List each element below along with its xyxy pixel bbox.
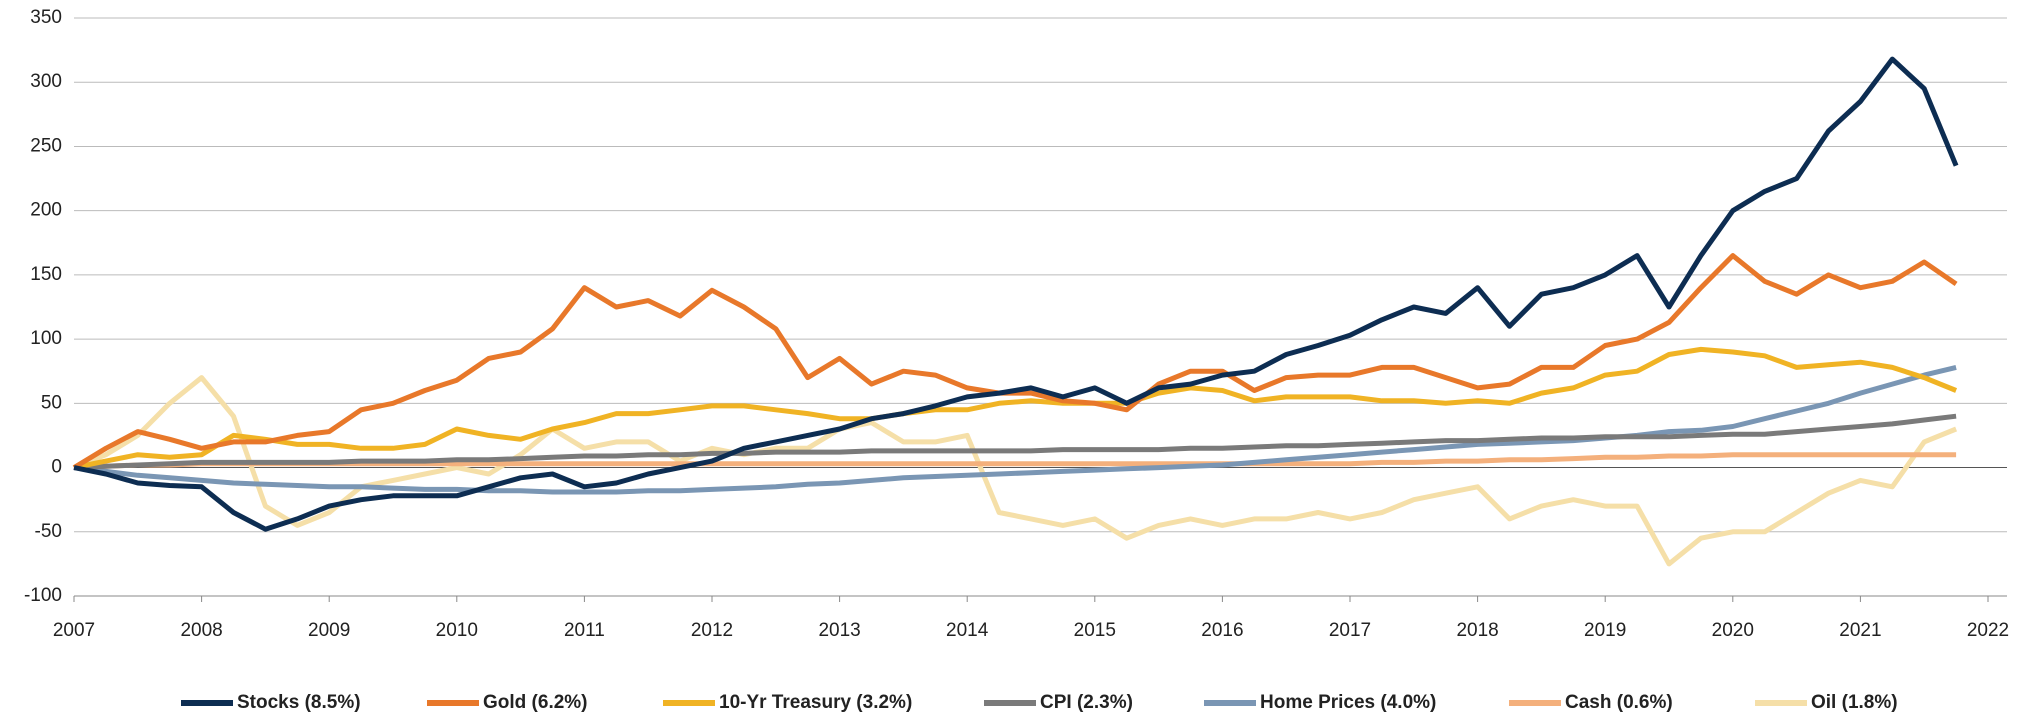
legend-label: Cash (0.6%)	[1565, 692, 1673, 713]
x-tick-label: 2022	[1967, 620, 2009, 641]
x-tick-label: 2017	[1329, 620, 1371, 641]
x-tick-label: 2016	[1201, 620, 1243, 641]
y-tick-label: -100	[24, 585, 62, 606]
y-tick-label: 100	[30, 328, 62, 349]
series-line	[73, 346, 1958, 471]
y-tick-label: 350	[30, 7, 62, 28]
x-tick-label: 2010	[436, 620, 478, 641]
x-tick-label: 2015	[1074, 620, 1116, 641]
x-tick-label: 2014	[946, 620, 989, 641]
legend-label: Home Prices (4.0%)	[1260, 692, 1436, 713]
x-tick-label: 2007	[53, 620, 95, 641]
x-tick-label: 2018	[1456, 620, 1498, 641]
series-line	[73, 413, 1957, 471]
legend-label: Gold (6.2%)	[483, 692, 588, 713]
x-tick-label: 2013	[818, 620, 860, 641]
y-tick-label: 250	[30, 135, 62, 156]
legend-label: 10-Yr Treasury (3.2%)	[719, 692, 912, 713]
x-tick-label: 2012	[691, 620, 733, 641]
y-tick-label: 200	[30, 200, 62, 221]
legend-label: Oil (1.8%)	[1811, 692, 1898, 713]
series-line	[73, 56, 1959, 532]
legend-label: CPI (2.3%)	[1040, 692, 1133, 713]
series-line	[73, 364, 1957, 495]
x-tick-label: 2020	[1712, 620, 1754, 641]
y-tick-label: 50	[41, 392, 62, 413]
x-tick-label: 2009	[308, 620, 350, 641]
x-tick-label: 2019	[1584, 620, 1626, 641]
series-line	[73, 452, 1957, 471]
y-tick-label: 150	[30, 264, 62, 285]
y-tick-label: 0	[51, 457, 62, 478]
x-tick-label: 2011	[564, 620, 605, 641]
series-line	[73, 375, 1958, 567]
legend-label: Stocks (8.5%)	[237, 692, 361, 713]
x-tick-label: 2021	[1839, 620, 1881, 641]
y-tick-label: -50	[35, 521, 62, 542]
x-tick-label: 2008	[180, 620, 222, 641]
y-tick-label: 300	[30, 71, 62, 92]
series-line	[72, 253, 1958, 470]
